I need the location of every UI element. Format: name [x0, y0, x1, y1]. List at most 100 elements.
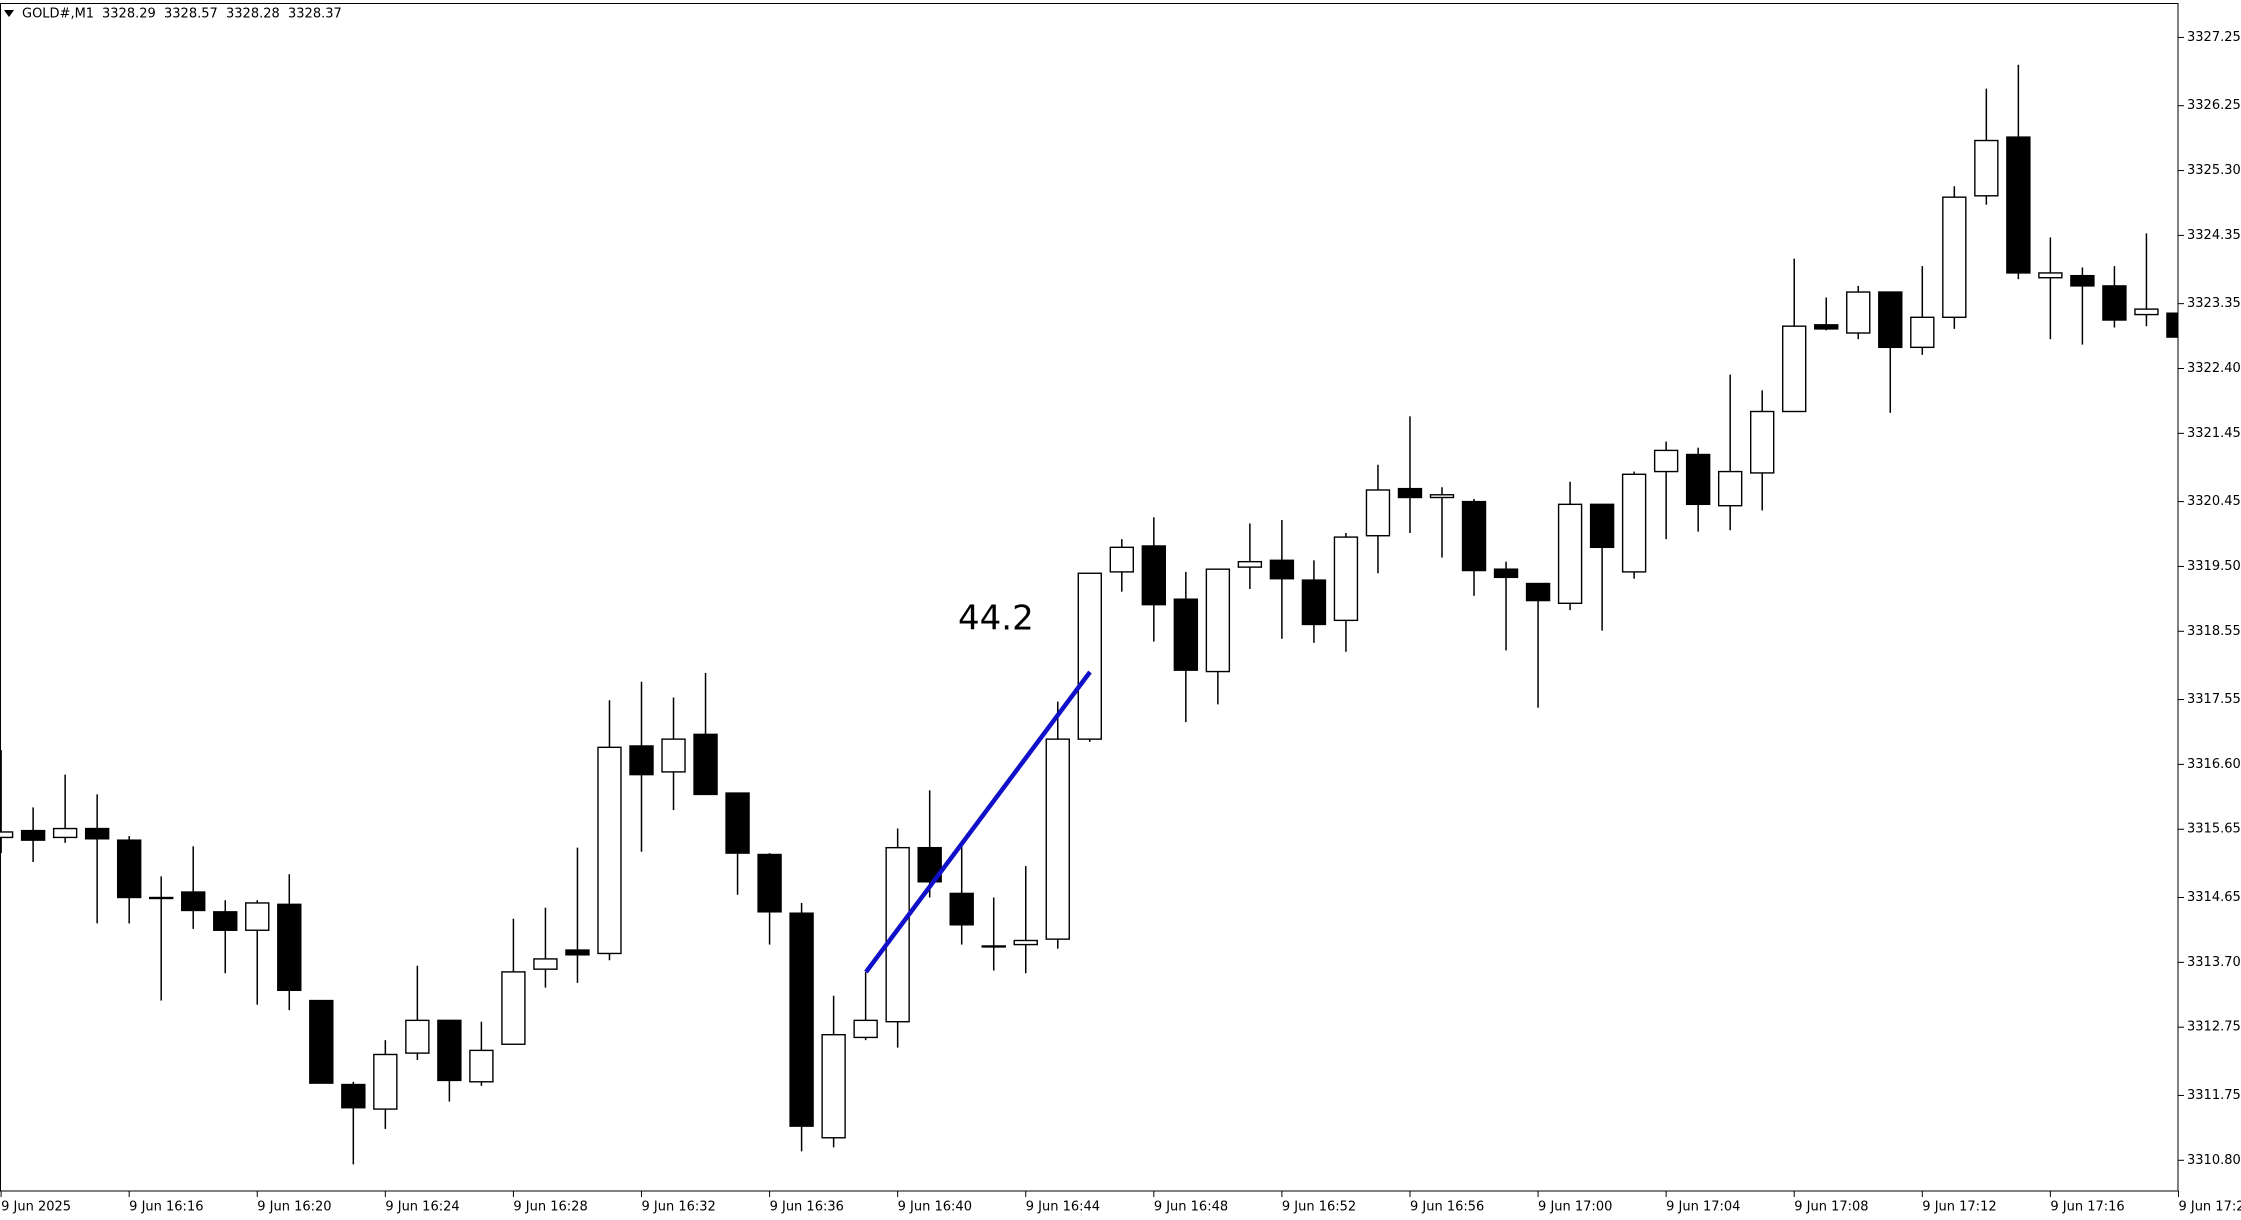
y-tick-label: 3324.35 [2187, 228, 2241, 243]
candle-body [725, 792, 750, 854]
y-tick-label: 3317.55 [2187, 692, 2241, 707]
y-tick-label: 3327.25 [2187, 30, 2241, 45]
candle-body [661, 738, 686, 773]
candle-body [1141, 545, 1167, 606]
candle-body [1237, 560, 1263, 568]
x-tick-label: 9 Jun 16:48 [1154, 1200, 1228, 1215]
candle-body [1077, 572, 1102, 740]
x-tick-label: 9 Jun 16:20 [257, 1200, 331, 1215]
candle-body [1717, 470, 1743, 507]
candle-body [469, 1049, 494, 1083]
y-tick-label: 3310.80 [2187, 1153, 2241, 1168]
candle-body [1045, 738, 1070, 940]
candle-body [1942, 196, 1967, 319]
y-tick-label: 3313.70 [2187, 955, 2241, 970]
x-tick-label: 9 Jun 16:56 [1410, 1200, 1484, 1215]
candle-body [1333, 536, 1359, 622]
y-tick-label: 3314.65 [2187, 890, 2241, 905]
candle-body [1910, 316, 1935, 349]
candle-body [309, 999, 334, 1084]
candle-body [20, 829, 46, 841]
candle-body [917, 846, 942, 883]
candle-body [405, 1019, 430, 1054]
y-tick-label: 3312.75 [2187, 1020, 2241, 1035]
candle-body [2134, 308, 2159, 316]
x-tick-label: 9 Jun 17:12 [1922, 1200, 1996, 1215]
candle-body [1461, 500, 1487, 572]
x-tick-label: 9 Jun 16:36 [770, 1200, 844, 1215]
candle-body [693, 733, 718, 796]
quote-value: 3328.37 [288, 7, 342, 22]
x-tick-label: 9 Jun 16:52 [1282, 1200, 1356, 1215]
candle-body [533, 958, 558, 970]
x-tick-label: 9 Jun 16:24 [385, 1200, 459, 1215]
y-tick-label: 3323.35 [2187, 296, 2241, 311]
candle-body [1846, 291, 1871, 334]
candle-body [885, 846, 910, 1023]
candle-body [629, 745, 654, 776]
plot-area [0, 64, 2178, 1165]
candle-body [373, 1053, 398, 1110]
candle-body [2070, 274, 2095, 287]
candle-body [437, 1019, 462, 1082]
candle-body [52, 827, 78, 839]
candle-body [1749, 410, 1775, 474]
candle-body [1301, 579, 1327, 626]
candle-body [501, 971, 526, 1045]
candle-body [148, 896, 174, 900]
candle-body [1269, 559, 1295, 580]
candle-body [565, 949, 590, 956]
y-tick-label: 3320.45 [2187, 494, 2241, 509]
y-tick-label: 3319.50 [2187, 559, 2241, 574]
candle-body [84, 827, 110, 840]
candle-body [2038, 272, 2063, 279]
y-tick-label: 3326.25 [2187, 98, 2241, 113]
x-tick-label: 9 Jun 2025 [1, 1200, 71, 1215]
candle-body [1109, 546, 1135, 573]
candle-body [1557, 503, 1583, 605]
candle-body [116, 839, 142, 899]
candle-body [341, 1083, 366, 1109]
candle-body [1589, 503, 1615, 549]
candle-body [277, 903, 302, 992]
candle-body [1365, 489, 1391, 537]
candle-body [1205, 568, 1231, 673]
x-tick-label: 9 Jun 16:40 [898, 1200, 972, 1215]
y-tick-label: 3311.75 [2187, 1088, 2241, 1103]
candle-body [1782, 325, 1807, 413]
candle-body [789, 912, 814, 1127]
x-tick-label: 9 Jun 17:2 [2178, 1200, 2241, 1215]
candle-body [1429, 494, 1455, 499]
candle-body [2102, 285, 2127, 321]
trend-line [864, 670, 1092, 974]
candle-body [1653, 449, 1679, 473]
symbol: GOLD#,M1 [22, 7, 94, 22]
plot-frame [0, 3, 2179, 1192]
y-tick-label: 3321.45 [2187, 426, 2241, 441]
x-tick-label: 9 Jun 17:16 [2050, 1200, 2124, 1215]
menu-triangle [4, 10, 14, 17]
candle-body [1878, 291, 1903, 349]
candle-body [1814, 324, 1839, 330]
candle-body [821, 1033, 846, 1139]
candle-body [2006, 136, 2031, 274]
candle-body [981, 945, 1006, 948]
candle-body [2166, 312, 2178, 338]
x-tick-label: 9 Jun 16:32 [642, 1200, 716, 1215]
x-tick-label: 9 Jun 16:16 [129, 1200, 203, 1215]
candle-body [1493, 568, 1519, 579]
y-tick-label: 3318.55 [2187, 624, 2241, 639]
candle-body [949, 892, 974, 926]
candle-body [1397, 487, 1423, 499]
candle-body [853, 1019, 878, 1039]
candle-body [1013, 939, 1038, 946]
x-tick-label: 9 Jun 17:08 [1794, 1200, 1868, 1215]
candle-body [181, 891, 206, 912]
y-tick-label: 3325.30 [2187, 163, 2241, 178]
x-tick-label: 9 Jun 17:00 [1538, 1200, 1612, 1215]
x-tick-label: 9 Jun 16:44 [1026, 1200, 1100, 1215]
y-tick-label: 3322.40 [2187, 361, 2241, 376]
y-tick-label: 3316.60 [2187, 757, 2241, 772]
candle-body [0, 831, 14, 839]
